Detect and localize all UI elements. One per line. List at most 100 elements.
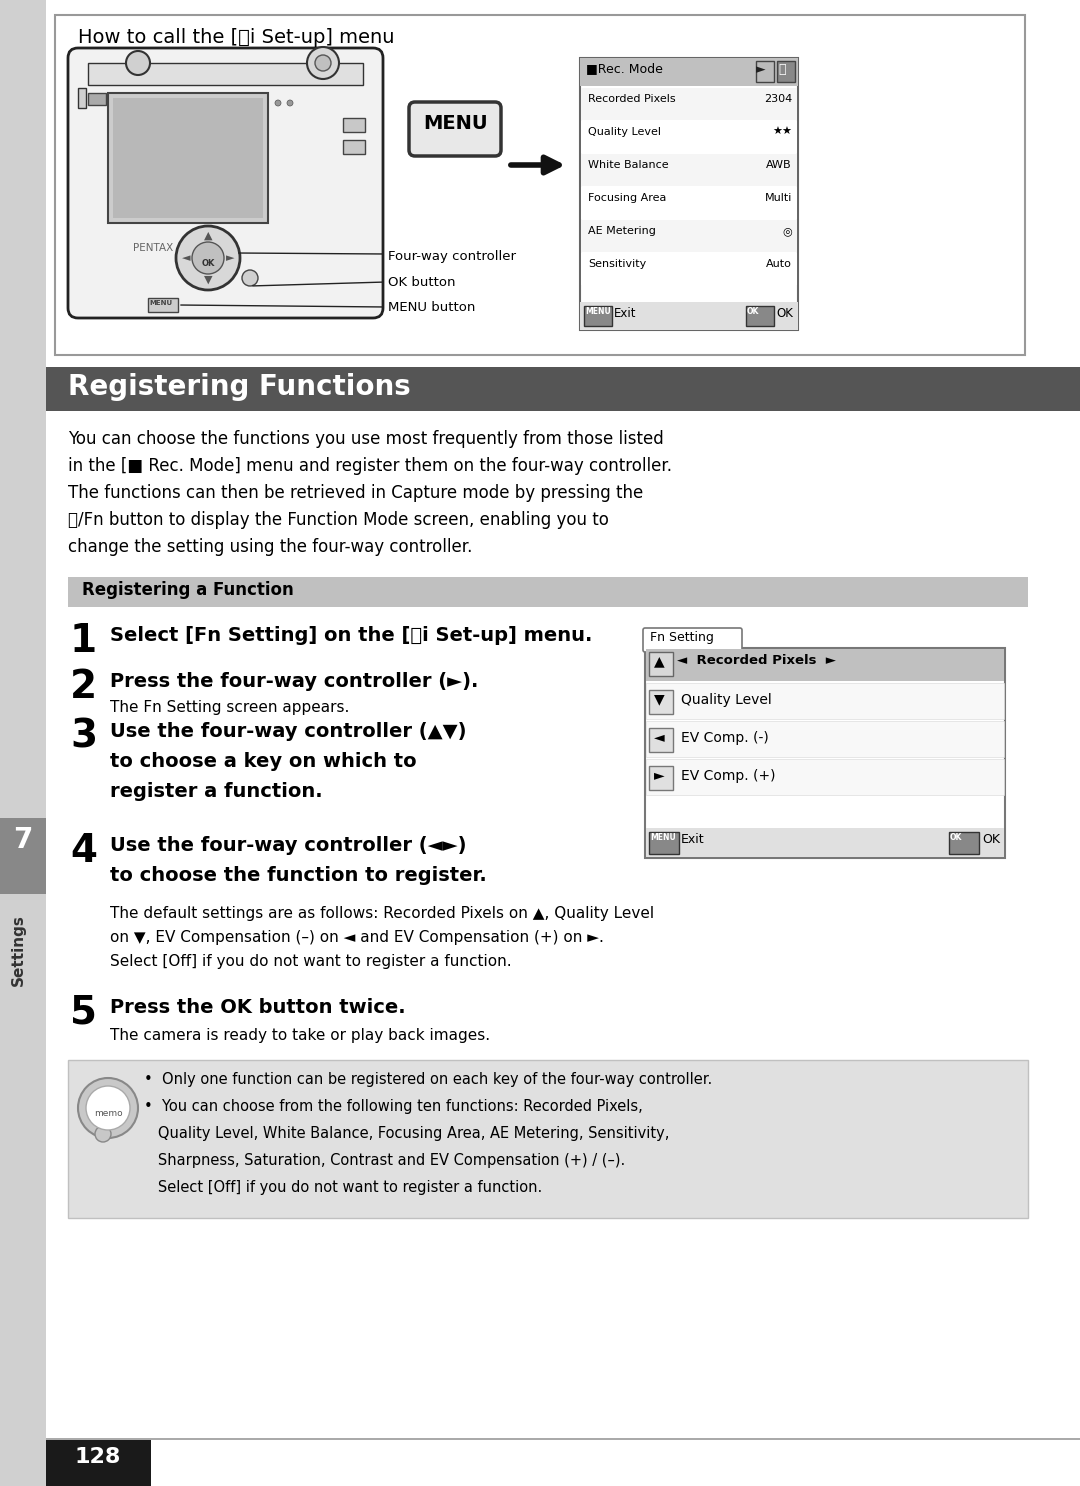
Bar [0,0,46,1486]
Bar [580,302,798,330]
Text: Select [Fn Setting] on the [␥i Set-up] menu.: Select [Fn Setting] on the [␥i Set-up] m… [110,626,592,645]
Text: ␥: ␥ [779,62,786,76]
Text: Exit: Exit [681,834,704,846]
Bar [646,759,1004,795]
Bar [646,828,1004,857]
Text: ◄: ◄ [181,253,190,263]
Text: ␦/Fn button to display the Function Mode screen, enabling you to: ␦/Fn button to display the Function Mode… [68,511,609,529]
Text: OK: OK [950,834,962,843]
Bar [581,88,797,120]
Text: OK: OK [777,308,793,319]
Text: Focusing Area: Focusing Area [588,193,666,204]
Text: ►: ► [756,62,766,76]
Text: Press the OK button twice.: Press the OK button twice. [110,999,406,1016]
Text: How to call the [␥i Set-up] menu: How to call the [␥i Set-up] menu [78,28,394,48]
Text: Quality Level: Quality Level [588,126,661,137]
Text: 1: 1 [70,623,97,660]
Text: •  Only one function can be registered on each key of the four-way controller.: • Only one function can be registered on… [144,1071,712,1086]
Text: MENU: MENU [650,834,676,843]
Text: ◎: ◎ [782,226,792,236]
Text: memo: memo [94,1109,122,1117]
Circle shape [275,100,281,106]
Bar [646,721,1004,756]
Text: in the [■ Rec. Mode] menu and register them on the four-way controller.: in the [■ Rec. Mode] menu and register t… [68,458,672,476]
Bar [113,98,264,218]
Bar [581,220,797,253]
Text: MENU button: MENU button [388,302,475,314]
Text: AE Metering: AE Metering [588,226,656,236]
Bar [649,652,673,676]
Text: Exit: Exit [615,308,636,319]
Text: Press the four-way controller (►).: Press the four-way controller (►). [110,672,478,691]
Text: ►: ► [226,253,234,263]
Text: Fn Setting: Fn Setting [650,632,714,643]
Bar [46,1438,1080,1440]
Text: MENU: MENU [149,300,172,306]
Text: ▲: ▲ [204,230,213,241]
Text: OK: OK [747,308,759,317]
Circle shape [95,1126,111,1143]
Bar [87,94,106,106]
Text: You can choose the functions you use most frequently from those listed: You can choose the functions you use mos… [68,429,664,447]
Text: change the setting using the four-way controller.: change the setting using the four-way co… [68,538,472,556]
Bar [645,648,1005,857]
Text: Sharpness, Saturation, Contrast and EV Compensation (+) / (–).: Sharpness, Saturation, Contrast and EV C… [144,1153,625,1168]
Bar [949,832,978,854]
Bar [580,58,798,330]
Circle shape [307,48,339,79]
Bar [746,306,774,325]
Text: •  You can choose from the following ten functions: Recorded Pixels,: • You can choose from the following ten … [144,1100,643,1114]
Circle shape [192,242,224,273]
Circle shape [315,55,330,71]
Bar [46,367,1080,412]
Text: register a function.: register a function. [110,782,323,801]
Text: Sensitivity: Sensitivity [588,259,646,269]
Circle shape [126,51,150,74]
Bar [581,253,797,285]
Text: The default settings are as follows: Recorded Pixels on ▲, Quality Level: The default settings are as follows: Rec… [110,906,654,921]
Text: Select [Off] if you do not want to register a function.: Select [Off] if you do not want to regis… [110,954,512,969]
Text: The camera is ready to take or play back images.: The camera is ready to take or play back… [110,1028,490,1043]
Bar [108,94,268,223]
FancyBboxPatch shape [643,629,742,652]
Text: AWB: AWB [767,160,792,169]
Bar [649,832,679,854]
Text: ◄: ◄ [654,730,664,744]
Bar [581,155,797,186]
Text: The functions can then be retrieved in Capture mode by pressing the: The functions can then be retrieved in C… [68,484,644,502]
Text: Use the four-way controller (◄►): Use the four-way controller (◄►) [110,837,467,854]
Bar [646,684,1004,719]
Text: ★★: ★★ [772,126,792,137]
Text: The Fn Setting screen appears.: The Fn Setting screen appears. [110,700,349,715]
Bar [148,299,178,312]
Text: Select [Off] if you do not want to register a function.: Select [Off] if you do not want to regis… [144,1180,542,1195]
Bar [580,58,798,86]
Text: ▲: ▲ [654,654,664,669]
Text: to choose a key on which to: to choose a key on which to [110,752,417,771]
Bar [55,15,1025,355]
Text: Recorded Pixels: Recorded Pixels [588,94,676,104]
Text: 128: 128 [75,1447,121,1467]
Circle shape [242,270,258,285]
Bar [78,88,86,108]
Circle shape [176,226,240,290]
Text: Use the four-way controller (▲▼): Use the four-way controller (▲▼) [110,722,467,742]
FancyBboxPatch shape [409,103,501,156]
Bar [581,120,797,153]
Text: OK: OK [201,259,215,267]
Text: 2304: 2304 [764,94,792,104]
Bar [649,728,673,752]
Text: on ▼, EV Compensation (–) on ◄ and EV Compensation (+) on ►.: on ▼, EV Compensation (–) on ◄ and EV Co… [110,930,604,945]
Circle shape [86,1086,130,1129]
Text: ▼: ▼ [204,275,213,285]
Text: ▼: ▼ [654,692,664,706]
Bar [649,765,673,791]
Text: EV Comp. (+): EV Comp. (+) [681,768,775,783]
Text: Four-way controller: Four-way controller [388,250,516,263]
Text: ■Rec. Mode: ■Rec. Mode [586,62,663,74]
Bar [68,1060,1028,1219]
Bar [0,817,46,895]
Text: MENU: MENU [585,308,611,317]
Text: ◄  Recorded Pixels  ►: ◄ Recorded Pixels ► [677,654,836,667]
Text: MENU: MENU [423,114,488,134]
